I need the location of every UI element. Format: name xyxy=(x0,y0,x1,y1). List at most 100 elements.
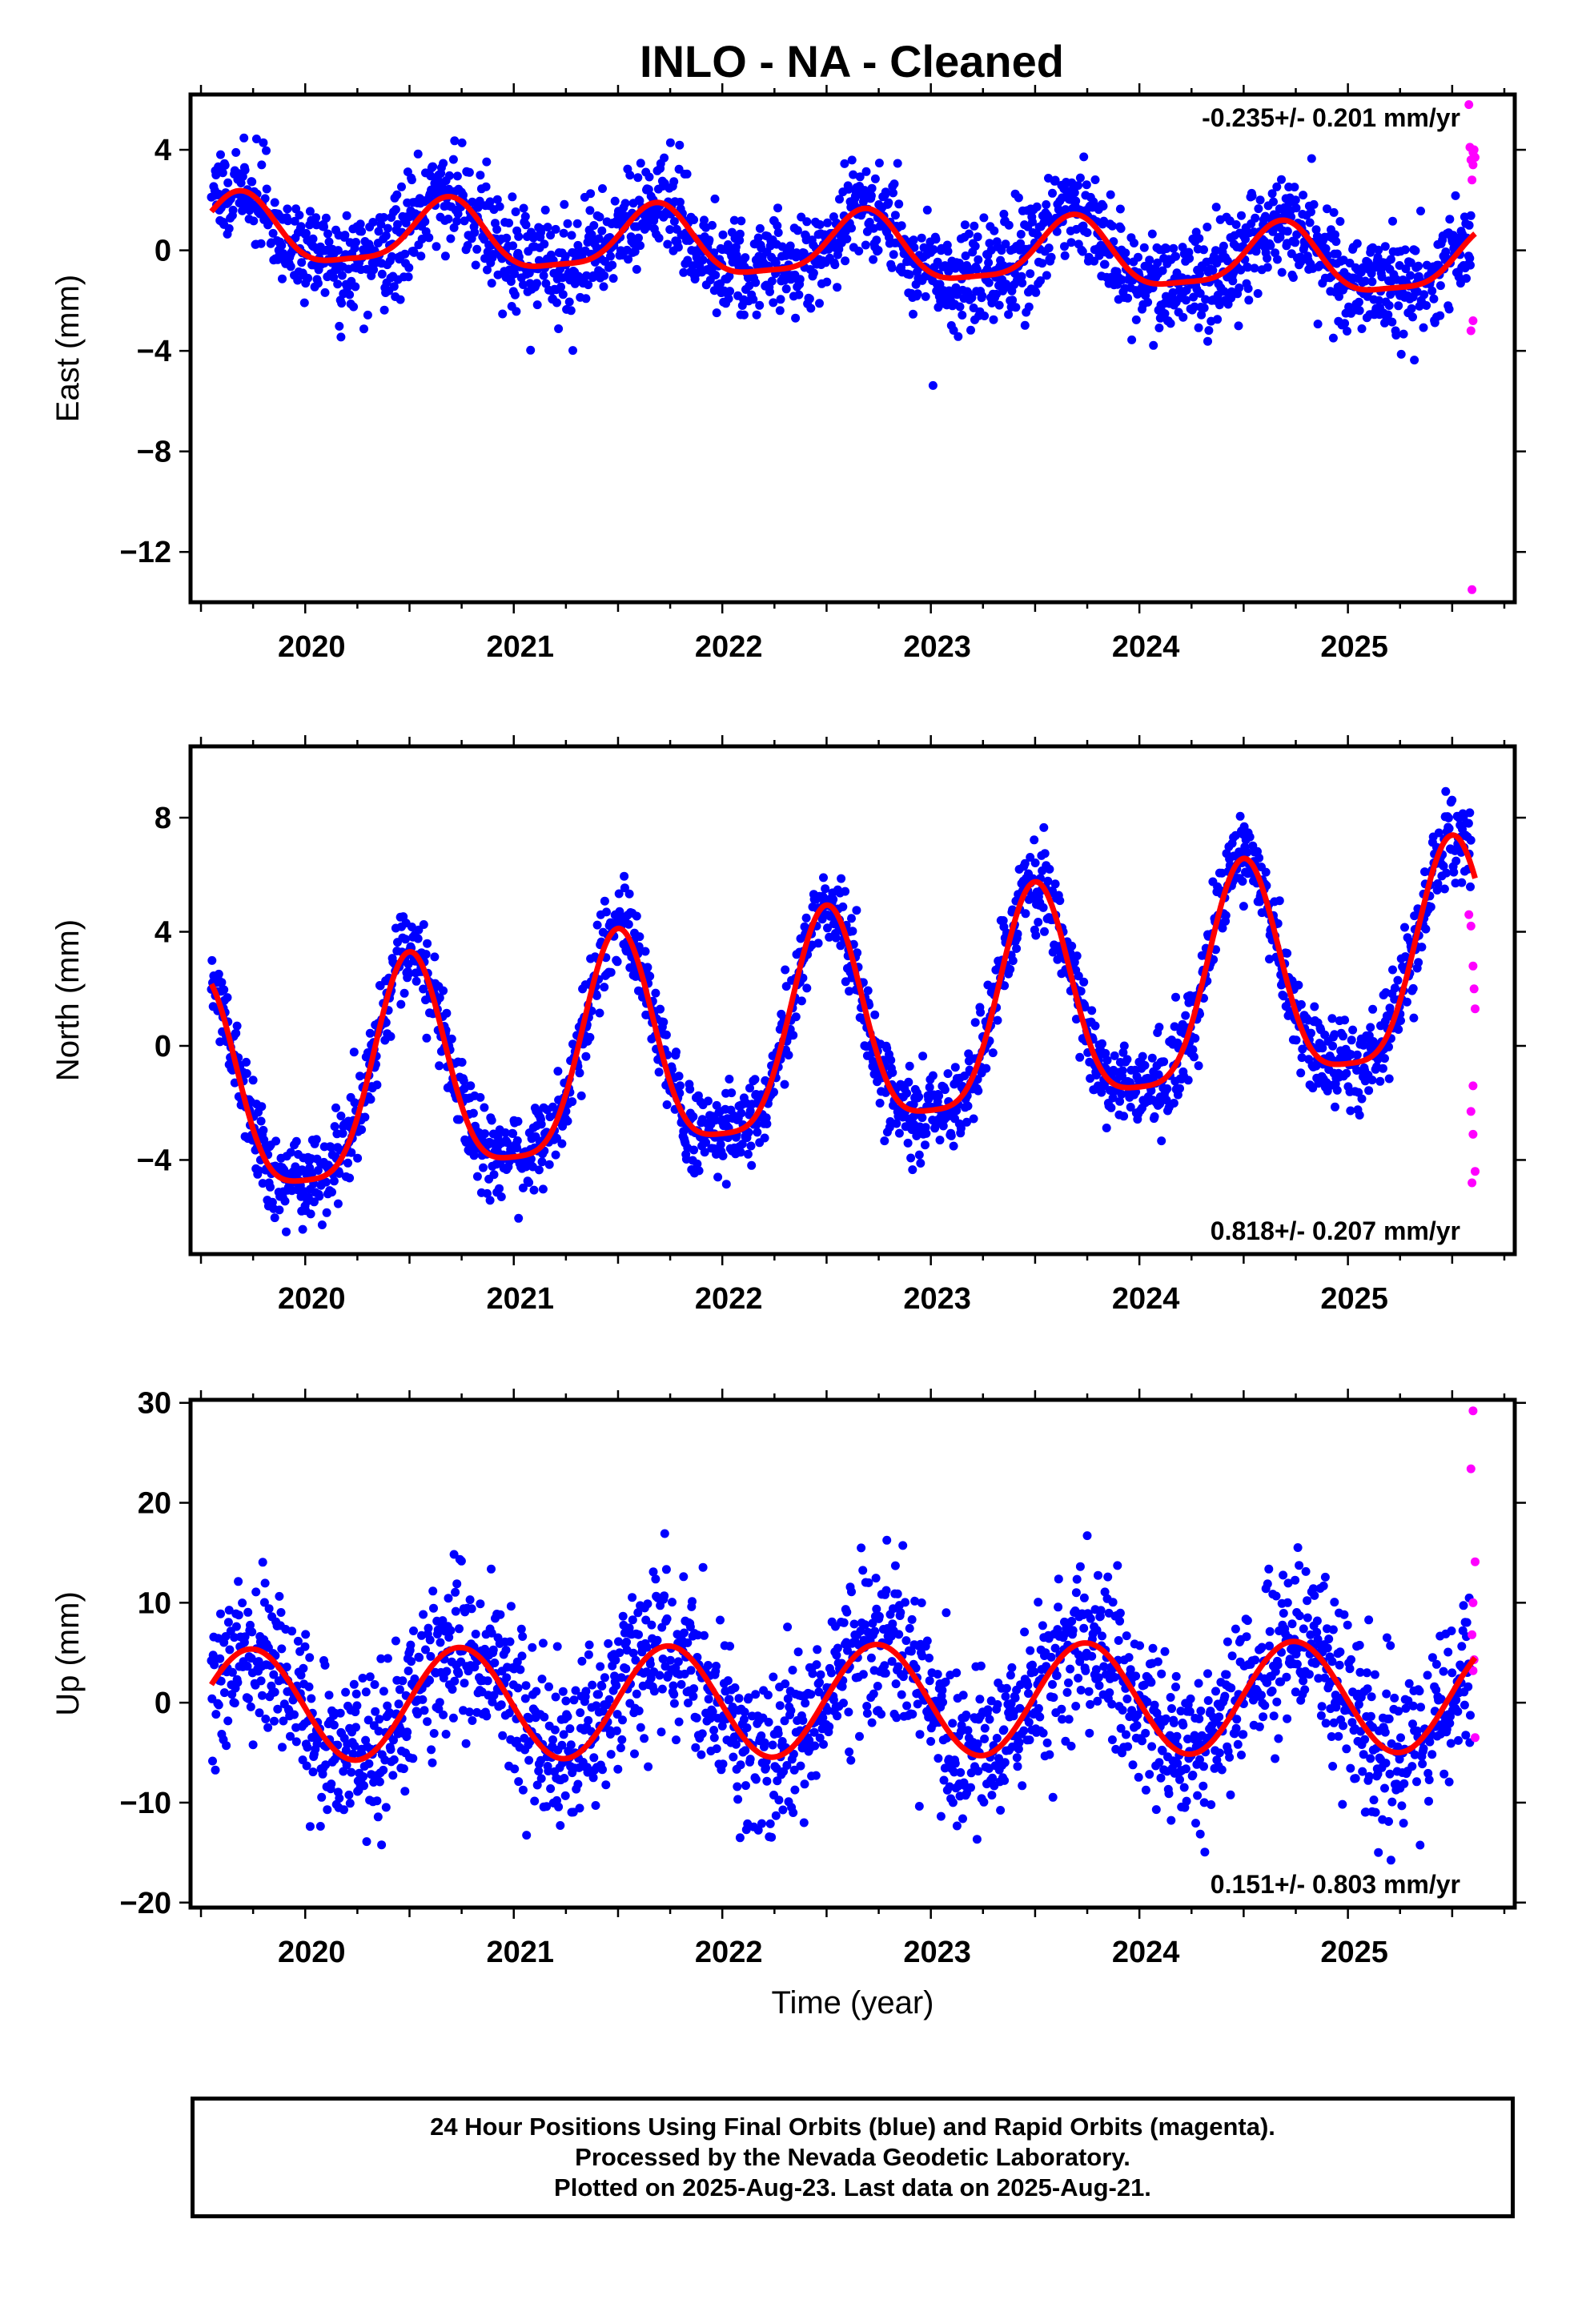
east-final-point xyxy=(1074,181,1083,191)
north-final-point xyxy=(863,986,873,995)
up-final-point xyxy=(276,1608,286,1617)
east-final-point xyxy=(1139,243,1149,252)
east-final-point xyxy=(446,234,456,243)
up-final-point xyxy=(577,1656,587,1666)
east-final-point xyxy=(404,263,414,272)
north-final-point xyxy=(1072,951,1082,961)
north-rapid-point xyxy=(1468,1129,1478,1139)
north-final-point xyxy=(457,1058,467,1067)
up-final-point xyxy=(561,1696,571,1706)
east-final-point xyxy=(1020,320,1030,330)
up-final-point xyxy=(441,1730,451,1739)
up-final-point xyxy=(617,1735,627,1744)
north-final-point xyxy=(1366,1023,1375,1032)
east-final-point xyxy=(1204,326,1214,336)
y-tick-label: 0 xyxy=(155,235,171,268)
up-final-point xyxy=(632,1689,641,1699)
east-final-point xyxy=(966,325,975,335)
north-final-point xyxy=(372,1080,382,1090)
north-final-point xyxy=(1021,909,1030,919)
east-final-point xyxy=(1036,276,1045,285)
x-tick-label: 2021 xyxy=(486,630,554,664)
north-final-point xyxy=(534,1165,544,1175)
east-final-point xyxy=(502,233,512,243)
up-final-point xyxy=(438,1616,448,1626)
east-final-point xyxy=(753,233,763,243)
east-rapid-point xyxy=(1471,153,1480,162)
east-final-point xyxy=(1228,276,1238,286)
north-final-point xyxy=(412,976,421,986)
north-final-point xyxy=(1311,1061,1321,1071)
north-final-point xyxy=(676,1081,685,1091)
north-final-point xyxy=(331,1103,340,1112)
east-final-point xyxy=(636,241,645,251)
up-final-point xyxy=(556,1821,565,1830)
east-final-point xyxy=(1406,271,1415,280)
east-final-point xyxy=(313,279,323,288)
north-final-point xyxy=(1188,1045,1198,1055)
east-final-point xyxy=(849,170,858,179)
east-final-point xyxy=(400,249,410,259)
up-final-point xyxy=(222,1741,231,1751)
north-final-point xyxy=(624,889,634,899)
north-final-point xyxy=(662,1100,672,1109)
east-final-point xyxy=(1130,239,1138,247)
north-final-point xyxy=(1294,980,1303,990)
north-final-point xyxy=(1097,1088,1106,1097)
y-tick-label: 0 xyxy=(155,1030,171,1063)
north-final-point xyxy=(659,1017,669,1027)
east-final-point xyxy=(448,155,458,164)
up-final-point xyxy=(520,1694,530,1703)
north-final-point xyxy=(1388,965,1397,975)
east-final-point xyxy=(909,309,917,319)
north-final-point xyxy=(508,1129,518,1138)
north-final-point xyxy=(1298,1044,1307,1054)
east-final-point xyxy=(735,229,745,239)
east-final-point xyxy=(381,231,391,240)
north-final-point xyxy=(1162,1084,1172,1093)
east-final-point xyxy=(1335,292,1343,301)
north-final-point xyxy=(736,1148,745,1157)
north-rapid-point xyxy=(1468,961,1478,971)
north-final-point xyxy=(746,1141,756,1151)
east-final-point xyxy=(539,271,548,280)
north-final-point xyxy=(962,1117,971,1127)
up-final-point xyxy=(418,1695,428,1704)
up-final-point xyxy=(467,1604,476,1614)
east-final-point xyxy=(568,346,577,356)
east-final-point xyxy=(228,205,238,215)
east-final-point xyxy=(712,308,721,318)
north-final-point xyxy=(917,1113,927,1123)
east-final-point xyxy=(1219,241,1228,251)
up-final-point xyxy=(644,1762,653,1771)
north-final-point xyxy=(1239,902,1248,911)
east-final-point xyxy=(1039,218,1049,227)
east-final-point xyxy=(440,251,450,261)
north-final-point xyxy=(813,939,823,948)
north-final-point xyxy=(1074,971,1083,981)
east-final-point xyxy=(1250,263,1259,273)
north-final-point xyxy=(875,1099,885,1108)
north-final-point xyxy=(689,1112,698,1121)
up-final-point xyxy=(321,1760,331,1770)
up-final-point xyxy=(363,1715,373,1725)
east-final-point xyxy=(815,299,824,308)
east-final-point xyxy=(1219,287,1229,296)
north-final-point xyxy=(760,1133,769,1143)
north-final-points xyxy=(207,786,1476,1236)
north-final-point xyxy=(267,1197,277,1207)
north-final-point xyxy=(725,1075,734,1084)
up-final-point xyxy=(240,1632,250,1642)
up-final-point xyxy=(665,1655,675,1665)
east-final-point xyxy=(1414,261,1423,271)
east-final-point xyxy=(1323,204,1331,214)
north-final-point xyxy=(1030,835,1039,845)
east-final-point xyxy=(510,269,520,279)
north-final-point xyxy=(317,1220,327,1229)
east-final-point xyxy=(249,216,259,226)
north-final-point xyxy=(634,942,644,951)
up-final-point xyxy=(532,1687,541,1696)
north-final-point xyxy=(280,1196,290,1206)
y-tick-label: 8 xyxy=(155,802,171,835)
